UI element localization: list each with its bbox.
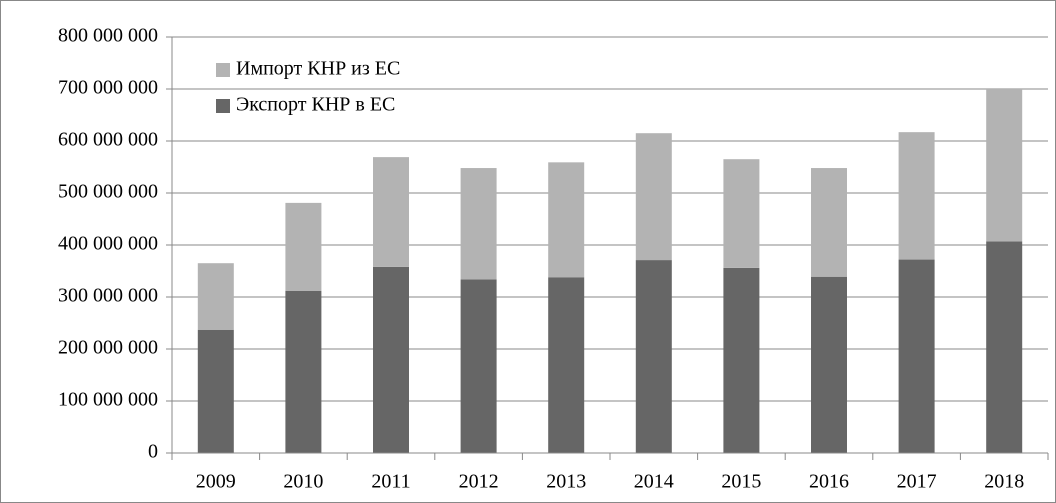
- x-tick-label: 2017: [897, 471, 937, 493]
- bar-segment: [635, 133, 672, 261]
- x-tick-label: 2015: [721, 471, 761, 493]
- bar-segment: [548, 162, 585, 278]
- y-tick-label: 700 000 000: [58, 77, 158, 99]
- x-tick-label: 2014: [634, 471, 674, 493]
- bar-segment: [548, 277, 585, 453]
- bar-segment: [898, 259, 935, 453]
- y-tick-label: 100 000 000: [58, 389, 158, 411]
- y-tick-label: 600 000 000: [58, 129, 158, 151]
- bar-segment: [460, 168, 497, 280]
- x-tick-label: 2011: [371, 471, 410, 493]
- bar-segment: [723, 159, 760, 268]
- bar-segment: [197, 329, 234, 453]
- bar-segment: [811, 276, 847, 453]
- bar-segment: [811, 168, 847, 277]
- legend-label: Экспорт КНР в ЕС: [236, 94, 395, 116]
- legend-swatch: [216, 99, 230, 113]
- y-tick-label: 0: [148, 441, 158, 463]
- x-tick-label: 2016: [809, 471, 849, 493]
- legend-label: Импорт КНР из ЕС: [236, 58, 400, 80]
- bar-segment: [986, 89, 1023, 242]
- bar-segment: [373, 157, 409, 267]
- bar-segment: [898, 132, 935, 260]
- bar-segment: [285, 202, 322, 291]
- x-tick-label: 2010: [283, 471, 323, 493]
- bar-segment: [285, 290, 322, 453]
- bar-segment: [986, 241, 1023, 453]
- y-tick-label: 400 000 000: [58, 233, 158, 255]
- y-tick-label: 300 000 000: [58, 285, 158, 307]
- x-tick-label: 2012: [459, 471, 499, 493]
- x-tick-label: 2018: [984, 471, 1024, 493]
- y-tick-label: 200 000 000: [58, 337, 158, 359]
- bar-segment: [635, 260, 672, 453]
- legend-swatch: [216, 63, 230, 77]
- y-tick-label: 800 000 000: [58, 25, 158, 47]
- y-tick-label: 500 000 000: [58, 181, 158, 203]
- bar-segment: [460, 279, 497, 453]
- bar-segment: [723, 267, 760, 453]
- x-tick-label: 2013: [546, 471, 586, 493]
- x-tick-label: 2009: [196, 471, 236, 493]
- bar-segment: [197, 263, 234, 330]
- bar-segment: [373, 266, 409, 453]
